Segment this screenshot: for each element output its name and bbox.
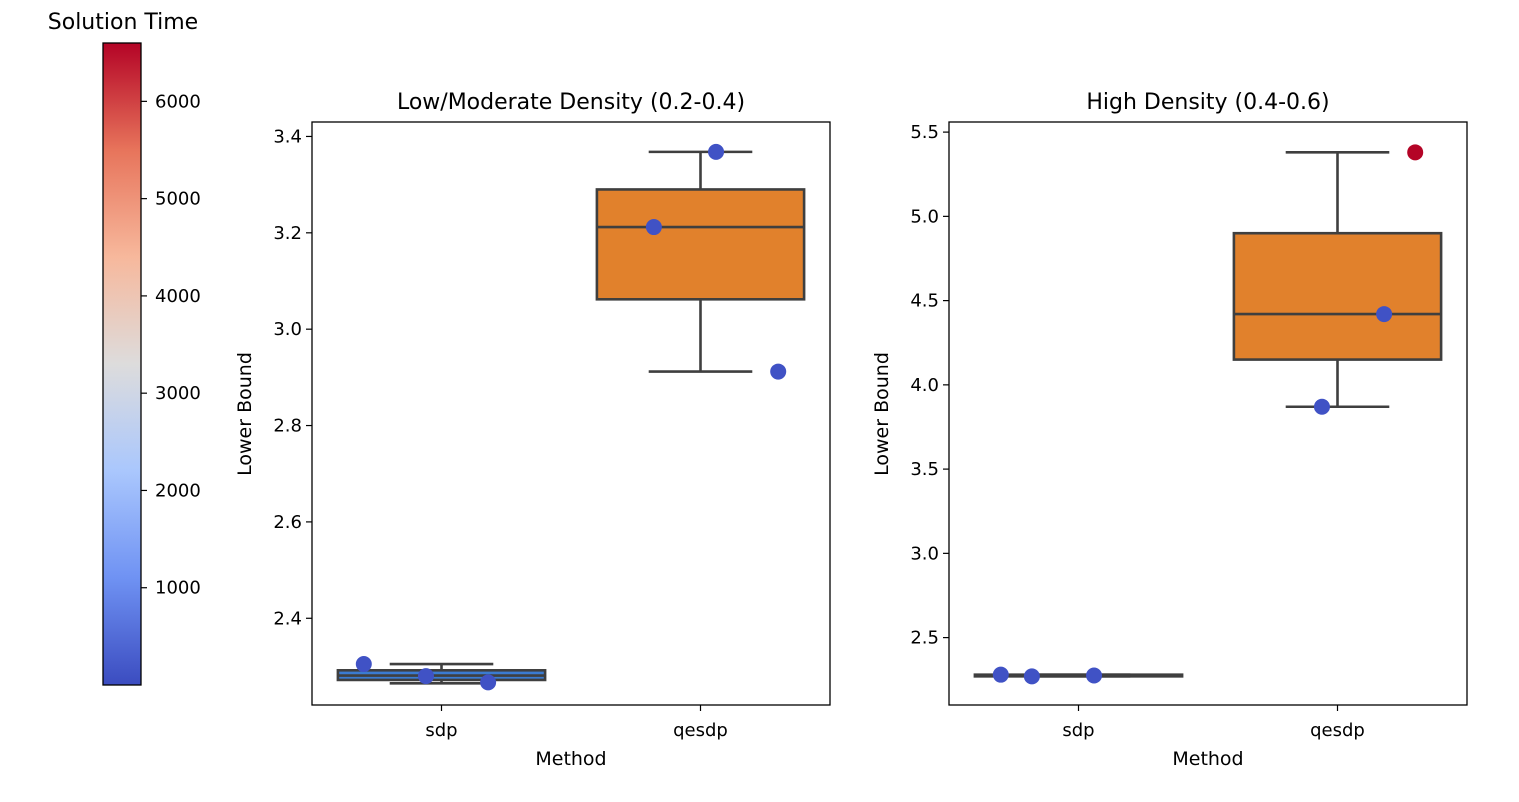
data-point	[417, 668, 434, 685]
data-point	[1023, 668, 1040, 685]
panel-low-moderate-density: Low/Moderate Density (0.2-0.4) Lower Bou…	[234, 90, 831, 770]
colorbar-gradient	[102, 42, 142, 686]
y-tick-label: 3.0	[910, 543, 939, 564]
x-tick-label: qesdp	[673, 720, 728, 741]
y-tick-label: 3.5	[910, 459, 939, 480]
box-qesdp	[1232, 151, 1443, 409]
x-axis-label: Method	[1172, 748, 1243, 770]
data-point	[770, 363, 787, 380]
box-sdp	[336, 662, 547, 685]
y-tick-label: 5.0	[910, 206, 939, 227]
panel-high-density: High Density (0.4-0.6) Lower Bound Metho…	[871, 90, 1468, 770]
colorbar-tick-label: 2000	[155, 480, 201, 501]
colorbar-tick-label: 4000	[155, 286, 201, 307]
y-tick-label: 2.5	[910, 628, 939, 649]
y-tick-label: 5.5	[910, 122, 939, 143]
data-point	[1376, 306, 1393, 323]
y-axis-label: Lower Bound	[871, 352, 893, 476]
box-qesdp	[595, 150, 806, 373]
data-point	[645, 219, 662, 236]
box-sdp	[973, 673, 1184, 678]
colorbar-tick-label: 5000	[155, 189, 201, 210]
y-tick-label: 3.4	[273, 126, 302, 147]
data-point	[480, 674, 497, 691]
panel-title: Low/Moderate Density (0.2-0.4)	[397, 90, 745, 115]
data-point	[1086, 667, 1103, 684]
panel-title: High Density (0.4-0.6)	[1086, 90, 1329, 115]
plot-area: 2.4 2.6 2.8 3.0 3.2 3.4 sdp qesdp	[273, 121, 831, 741]
y-tick-label: 2.6	[273, 512, 302, 533]
colorbar-tick-label: 1000	[155, 578, 201, 599]
data-point	[992, 666, 1009, 683]
x-axis-label: Method	[535, 748, 606, 770]
y-axis-label: Lower Bound	[234, 352, 256, 476]
colorbar: Solution Time 1000 2000 3000 4000 5000 6000	[48, 10, 201, 686]
y-tick-label: 2.8	[273, 416, 302, 437]
colorbar-ticks: 1000 2000 3000 4000 5000 6000	[141, 91, 201, 599]
y-tick-label: 4.0	[910, 375, 939, 396]
colorbar-tick-label: 6000	[155, 91, 201, 112]
box-body	[595, 188, 806, 301]
plot-area: 2.5 3.0 3.5 4.0 4.5 5.0 5.5 sdp qesdp	[910, 121, 1468, 741]
data-point	[1407, 144, 1424, 161]
y-tick-label: 3.0	[273, 319, 302, 340]
y-tick-label: 3.2	[273, 223, 302, 244]
x-tick-label: sdp	[1062, 720, 1094, 741]
x-tick-label: qesdp	[1310, 720, 1365, 741]
x-tick-label: sdp	[425, 720, 457, 741]
axes-frame	[948, 121, 1468, 706]
y-tick-label: 4.5	[910, 291, 939, 312]
data-point	[708, 143, 725, 160]
data-point	[1313, 398, 1330, 415]
y-tick-label: 2.4	[273, 608, 302, 629]
box-body	[1232, 231, 1443, 361]
colorbar-label: Solution Time	[48, 10, 198, 35]
axes-frame	[311, 121, 831, 706]
colorbar-tick-label: 3000	[155, 383, 201, 404]
data-point	[355, 656, 372, 673]
